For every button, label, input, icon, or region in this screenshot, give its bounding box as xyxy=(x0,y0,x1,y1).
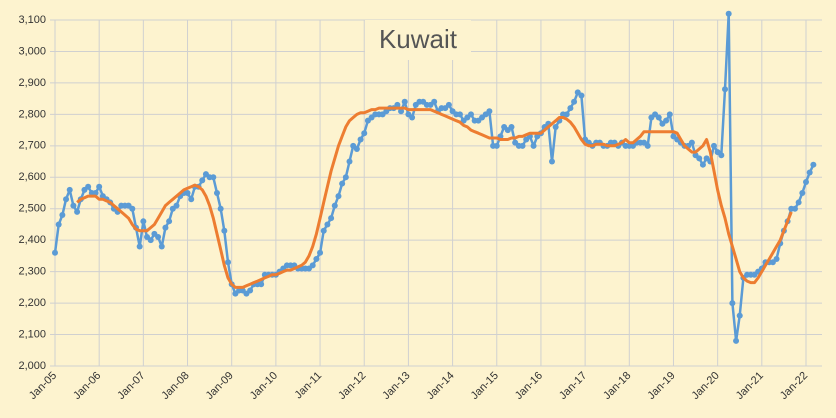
data-point xyxy=(213,190,220,196)
data-point xyxy=(799,190,806,196)
data-point xyxy=(346,158,353,165)
data-point xyxy=(166,218,173,225)
data-point xyxy=(353,145,360,152)
data-point xyxy=(398,108,405,115)
data-point xyxy=(66,186,73,193)
data-point xyxy=(74,208,81,215)
data-point xyxy=(508,123,515,130)
data-point xyxy=(63,196,70,203)
title-box xyxy=(365,20,471,60)
data-point xyxy=(158,243,165,250)
data-point xyxy=(70,202,77,209)
data-point xyxy=(810,161,817,168)
y-tick-label: 3,000 xyxy=(18,45,46,57)
data-point xyxy=(401,98,408,105)
y-tick-label: 2,900 xyxy=(18,77,46,89)
data-point xyxy=(445,101,452,108)
data-point xyxy=(162,224,169,231)
data-point xyxy=(85,183,92,190)
data-point xyxy=(722,86,729,93)
data-point xyxy=(773,256,780,263)
data-point xyxy=(155,234,162,241)
data-point xyxy=(493,142,500,149)
data-point xyxy=(519,142,526,149)
data-point xyxy=(247,287,254,294)
y-tick-label: 2,800 xyxy=(18,108,46,120)
y-tick-label: 2,500 xyxy=(18,203,46,215)
data-point xyxy=(486,108,493,115)
data-point xyxy=(806,169,813,176)
data-point xyxy=(361,130,368,137)
data-point xyxy=(331,202,338,209)
data-point xyxy=(309,262,316,269)
data-point xyxy=(173,202,180,209)
data-point xyxy=(210,174,217,181)
data-point xyxy=(188,196,195,203)
data-point xyxy=(324,221,331,228)
data-point xyxy=(571,98,578,105)
data-point xyxy=(317,249,324,256)
data-point xyxy=(567,105,574,112)
y-tick-label: 2,700 xyxy=(18,140,46,152)
data-point xyxy=(342,174,349,181)
data-point xyxy=(199,177,206,184)
data-point xyxy=(552,123,559,130)
data-point xyxy=(548,158,555,165)
data-point xyxy=(736,312,743,319)
data-point xyxy=(655,114,662,121)
data-point xyxy=(696,155,703,162)
data-point xyxy=(530,142,537,149)
chart-title: Kuwait xyxy=(379,24,458,54)
series-line xyxy=(76,106,793,289)
data-point xyxy=(184,190,191,196)
data-point xyxy=(328,215,335,222)
data-point xyxy=(357,136,364,143)
data-point xyxy=(147,237,154,244)
data-point xyxy=(52,249,58,256)
data-point xyxy=(467,111,474,118)
data-point xyxy=(335,193,342,200)
data-point xyxy=(339,180,346,187)
data-point xyxy=(225,259,232,266)
data-point xyxy=(221,227,228,234)
data-point xyxy=(409,114,416,121)
data-point xyxy=(136,243,143,250)
data-point xyxy=(725,10,732,17)
y-tick-label: 2,400 xyxy=(18,234,46,246)
y-tick-label: 2,000 xyxy=(18,360,46,372)
data-point xyxy=(313,256,320,263)
data-point xyxy=(803,178,809,185)
data-point xyxy=(644,142,651,149)
y-tick-label: 2,100 xyxy=(18,328,46,340)
data-point xyxy=(578,92,585,99)
data-point xyxy=(456,111,463,118)
data-point xyxy=(59,212,66,219)
data-point xyxy=(96,183,103,190)
data-point xyxy=(129,205,136,212)
data-point xyxy=(688,139,695,146)
data-point xyxy=(663,117,670,124)
data-point xyxy=(92,190,99,196)
y-tick-label: 2,300 xyxy=(18,266,46,278)
data-point xyxy=(718,152,725,159)
data-point xyxy=(699,161,706,168)
data-point xyxy=(320,227,327,234)
data-point xyxy=(710,142,717,149)
data-point xyxy=(666,111,673,118)
y-tick-label: 3,100 xyxy=(18,14,46,26)
y-tick-label: 2,600 xyxy=(18,171,46,183)
data-point xyxy=(217,205,224,212)
data-point xyxy=(563,111,570,118)
data-point xyxy=(140,218,147,225)
data-point xyxy=(258,281,265,288)
data-point xyxy=(431,98,438,105)
data-point xyxy=(791,205,798,212)
data-point xyxy=(729,300,736,307)
data-point xyxy=(795,199,802,206)
data-point xyxy=(733,337,740,344)
data-point xyxy=(394,101,401,108)
y-tick-label: 2,200 xyxy=(18,297,46,309)
data-point xyxy=(55,221,62,228)
